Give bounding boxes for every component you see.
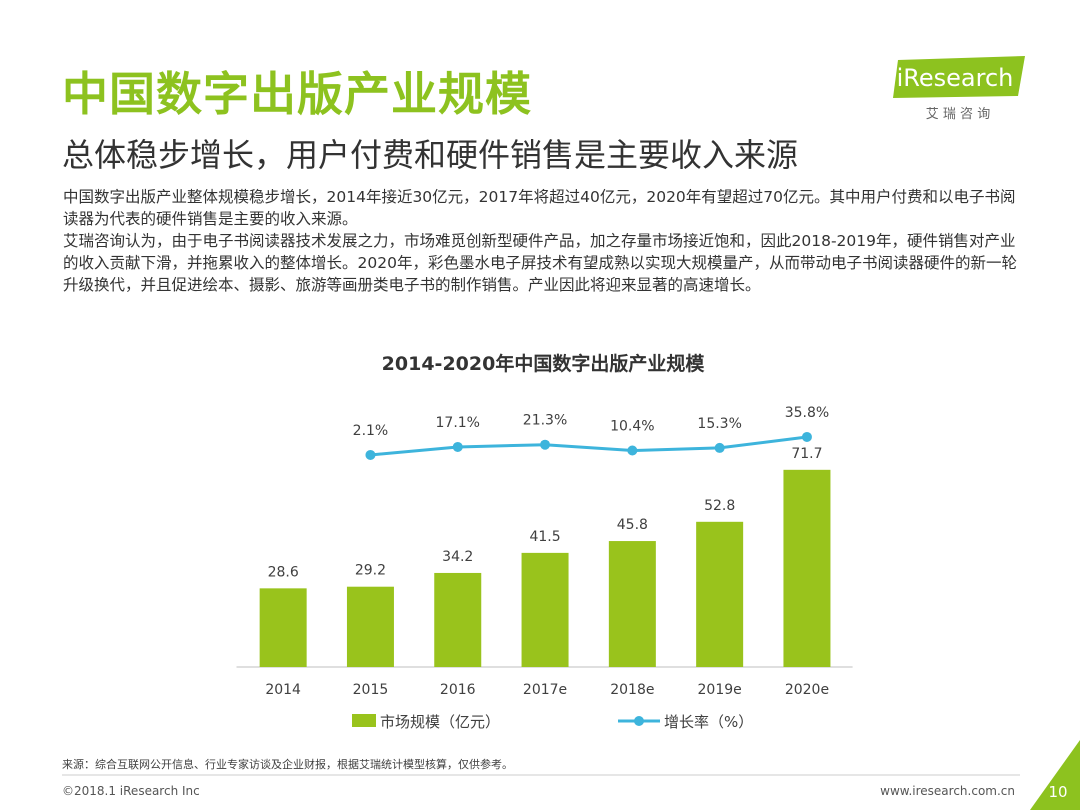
data-label: 35.8% — [785, 405, 829, 421]
line — [370, 435, 808, 457]
line-point — [540, 439, 551, 450]
data-label: 2.1% — [353, 423, 389, 439]
slide-subtitle: 总体稳步增长，用户付费和硬件销售是主要收入来源 — [62, 136, 799, 174]
legend-label: 增长率（%） — [664, 713, 753, 731]
copyright: ©2018.1 iResearch Inc — [62, 784, 200, 798]
data-label: 34.2 — [442, 549, 473, 565]
bar — [696, 521, 744, 667]
line-point — [627, 445, 638, 456]
data-label: 17.1% — [436, 415, 480, 431]
legend-swatch — [352, 714, 376, 727]
data-label: 21.3% — [523, 413, 567, 429]
bar — [259, 588, 307, 667]
x-tick-label: 2016 — [440, 682, 476, 698]
bar — [783, 469, 831, 667]
data-label: 41.5 — [529, 529, 560, 545]
data-label: 71.7 — [791, 446, 822, 462]
bar — [434, 572, 482, 667]
x-tick-label: 2019e — [698, 682, 742, 698]
paragraph: 中国数字出版产业整体规模稳步增长，2014年接近30亿元，2017年将超过40亿… — [63, 188, 1016, 228]
logo-bg — [893, 56, 1025, 98]
data-label: 45.8 — [617, 517, 648, 533]
data-label: 15.3% — [697, 416, 741, 432]
page-number: 10 — [1048, 783, 1067, 801]
x-tick-label: 2020e — [785, 682, 829, 698]
url: www.iresearch.com.cn — [880, 784, 1015, 798]
logo-cn: 艾 瑞 咨 询 — [926, 107, 990, 122]
line-point — [365, 449, 376, 460]
line-point — [714, 442, 725, 453]
data-label: 52.8 — [704, 498, 735, 514]
source: 来源：综合互联网公开信息、行业专家访谈及企业财报，根据艾瑞统计模型核算，仅供参考… — [62, 757, 513, 771]
logo: iResearch — [897, 64, 1014, 92]
x-tick-label: 2014 — [265, 682, 301, 698]
x-tick-label: 2015 — [353, 682, 389, 698]
data-label: 28.6 — [268, 564, 299, 580]
chart-title: 2014-2020年中国数字出版产业规模 — [382, 352, 706, 375]
paragraph: 艾瑞咨询认为，由于电子书阅读器技术发展之力，市场难觅创新型硬件产品，加之存量市场… — [63, 232, 1017, 294]
slide-title: 中国数字出版产业规模 — [62, 67, 532, 121]
data-label: 10.4% — [610, 419, 654, 435]
bar — [521, 552, 569, 667]
bar — [346, 586, 394, 667]
legend-label: 市场规模（亿元） — [380, 713, 500, 731]
legend-swatch — [634, 716, 644, 726]
line-point — [452, 441, 463, 452]
x-tick-label: 2017e — [523, 682, 567, 698]
corner — [1030, 740, 1080, 810]
data-label: 29.2 — [355, 563, 386, 579]
body-text: 中国数字出版产业整体规模稳步增长，2014年接近30亿元，2017年将超过40亿… — [63, 186, 1023, 296]
x-tick-label: 2018e — [610, 682, 654, 698]
bar — [608, 541, 656, 667]
line-point — [801, 431, 812, 442]
